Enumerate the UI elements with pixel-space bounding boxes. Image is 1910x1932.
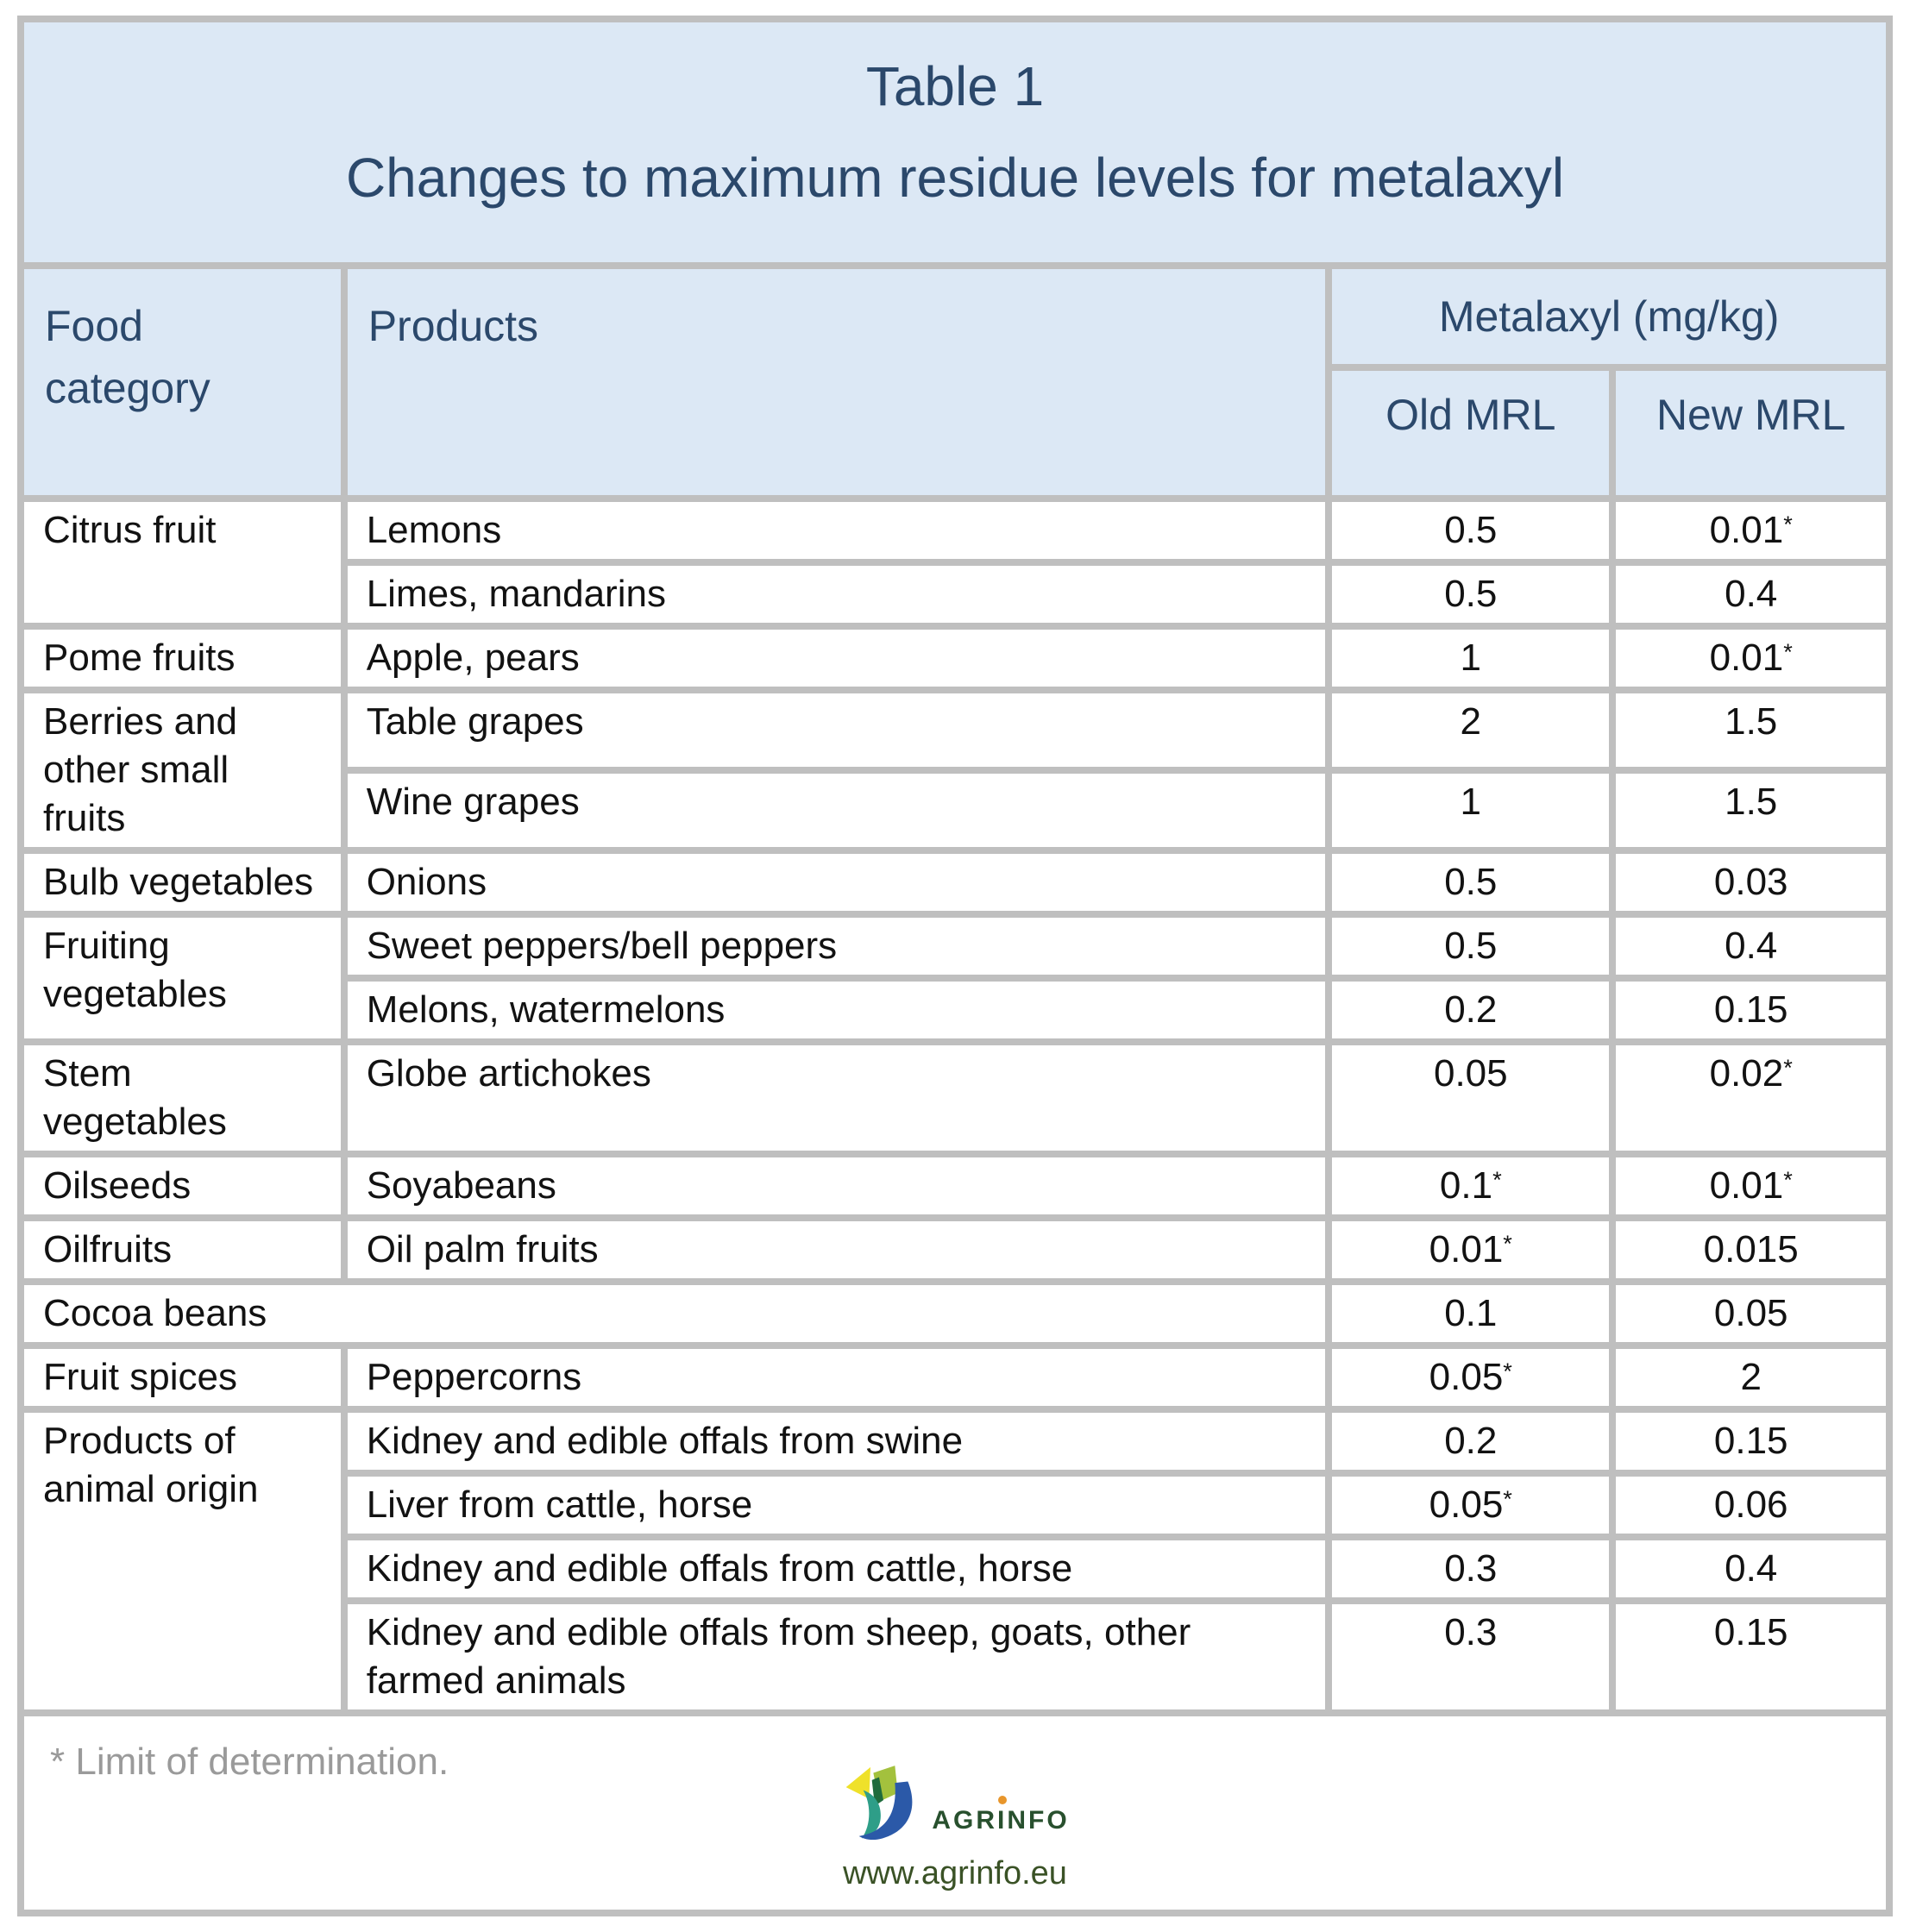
col-header-new-mrl: New MRL (1609, 364, 1893, 502)
old-mrl-value: 0.05* (1325, 1470, 1617, 1540)
agrinfo-logo-row: AGRI NFO (840, 1761, 1069, 1841)
header-row-2: Old MRL New MRL (21, 364, 1893, 502)
table-row: Oilseeds Soyabeans 0.1* 0.01* (17, 1151, 1893, 1221)
table-subtitle: Changes to maximum residue levels for me… (345, 147, 1565, 209)
product-cell: Globe artichokes (340, 1038, 1333, 1157)
table-row: Wine grapes 1 1.5 (21, 767, 1893, 854)
col-header-food-category: Food category (17, 262, 348, 502)
food-category-cell: Oilseeds (17, 1151, 348, 1221)
new-mrl-value: 0.01* (1609, 495, 1893, 566)
table-row: Oilfruits Oil palm fruits 0.01* 0.015 (17, 1214, 1893, 1285)
agrinfo-logo-icon (845, 1766, 913, 1841)
table-row: Limes, mandarins 0.5 0.4 (21, 559, 1893, 630)
food-category-cell: Fruit spices (17, 1342, 348, 1413)
product-cell: Apple, pears (340, 623, 1333, 693)
footer-cell: * Limit of determination. AGRI NFO (17, 1709, 1893, 1916)
footer-row: * Limit of determination. AGRI NFO (17, 1709, 1893, 1916)
old-mrl-value: 0.5 (1325, 847, 1617, 918)
agrinfo-url: www.agrinfo.eu (843, 1855, 1067, 1891)
table-row: Berries and other small fruits Table grap… (17, 687, 1893, 854)
food-category-cell: Pome fruits (17, 623, 348, 693)
old-mrl-value: 0.3 (1325, 1597, 1617, 1716)
old-mrl-value: 0.5 (1325, 559, 1617, 630)
logo-i-dot (997, 1796, 1007, 1804)
col-header-products: Products (340, 262, 1333, 502)
old-mrl-value: 0.1 (1325, 1278, 1617, 1349)
mrl-table: Table 1 Changes to maximum residue level… (16, 16, 1893, 1916)
old-mrl-value: 1 (1325, 623, 1617, 693)
new-mrl-value: 0.4 (1609, 559, 1893, 630)
product-cell: Melons, watermelons (340, 975, 1333, 1045)
new-mrl-value: 0.06 (1609, 1470, 1893, 1540)
new-mrl-value: 0.15 (1609, 1406, 1893, 1477)
food-category-cell: Stem vegetables (17, 1038, 348, 1157)
table-row: Pome fruits Apple, pears 1 0.01* (17, 623, 1893, 693)
new-mrl-value: 0.4 (1609, 911, 1893, 982)
food-category-cell: Citrus fruit (17, 495, 348, 630)
title-row: Table 1 Changes to maximum residue level… (17, 16, 1893, 269)
new-mrl-value: 1.5 (1609, 687, 1893, 774)
old-mrl-value: 0.3 (1325, 1534, 1617, 1604)
old-mrl-value: 0.1* (1325, 1151, 1617, 1221)
product-cell: Wine grapes (340, 767, 1333, 854)
food-category-cell: Products of animal origin (17, 1406, 348, 1716)
food-category-cell: Fruiting vegetables (17, 911, 348, 1045)
agrinfo-logo-text: AGRI NFO (932, 1796, 1069, 1835)
new-mrl-value: 0.03 (1609, 847, 1893, 918)
col-header-old-mrl: Old MRL (1325, 364, 1617, 502)
product-cell: Lemons (340, 495, 1333, 566)
product-cell: Onions (340, 847, 1333, 918)
product-cell: Kidney and edible offals from swine (340, 1406, 1333, 1477)
new-mrl-value: 1.5 (1609, 767, 1893, 854)
product-cell: Kidney and edible offals from sheep, goa… (340, 1597, 1333, 1716)
table-row: Stem vegetables Globe artichokes 0.05 0.02* (17, 1038, 1893, 1157)
product-cell: Kidney and edible offals from cattle, ho… (340, 1534, 1333, 1604)
food-category-cell: Berries and other small fruits (17, 687, 348, 854)
food-category-cell: Bulb vegetables (17, 847, 348, 918)
old-mrl-value: 0.5 (1325, 495, 1617, 566)
new-mrl-value: 2 (1609, 1342, 1893, 1413)
table-row: Melons, watermelons 0.2 0.15 (21, 975, 1893, 1045)
product-cell: Sweet peppers/bell peppers (340, 911, 1333, 982)
product-cell: Limes, mandarins (340, 559, 1333, 630)
new-mrl-value: 0.05 (1609, 1278, 1893, 1349)
product-cell: Peppercorns (340, 1342, 1333, 1413)
old-mrl-value: 0.01* (1325, 1214, 1617, 1285)
old-mrl-value: 0.05 (1325, 1038, 1617, 1157)
new-mrl-value: 0.01* (1609, 1151, 1893, 1221)
table-row: Cocoa beans 0.1 0.05 (16, 1278, 1893, 1349)
old-mrl-value: 0.2 (1325, 1406, 1617, 1477)
table-title: Table 1 (865, 55, 1045, 117)
product-cell: Table grapes (340, 687, 1333, 774)
table-row: Fruiting vegetables Sweet peppers/bell pe… (17, 911, 1893, 1045)
old-mrl-value: 2 (1325, 687, 1617, 774)
product-cell: Oil palm fruits (340, 1214, 1333, 1285)
food-category-cell: Cocoa beans (16, 1278, 1333, 1349)
table-row: Kidney and edible offals from cattle, ho… (21, 1534, 1893, 1604)
old-mrl-value: 1 (1325, 767, 1617, 854)
new-mrl-value: 0.02* (1609, 1038, 1893, 1157)
table-row: Fruit spices Peppercorns 0.05* 2 (17, 1342, 1893, 1413)
old-mrl-value: 0.5 (1325, 911, 1617, 982)
table-row: Kidney and edible offals from sheep, goa… (21, 1597, 1893, 1716)
new-mrl-value: 0.01* (1609, 623, 1893, 693)
new-mrl-value: 0.15 (1609, 975, 1893, 1045)
col-header-metalaxyl: Metalaxyl (mg/kg) (1325, 262, 1893, 371)
title-banner: Table 1 Changes to maximum residue level… (17, 16, 1893, 269)
old-mrl-value: 0.2 (1325, 975, 1617, 1045)
table-body: Citrus fruit Lemons 0.5 0.01* Limes, mandari… (16, 495, 1893, 1716)
old-mrl-value: 0.05* (1325, 1342, 1617, 1413)
new-mrl-value: 0.015 (1609, 1214, 1893, 1285)
new-mrl-value: 0.4 (1609, 1534, 1893, 1604)
table-row: Bulb vegetables Onions 0.5 0.03 (17, 847, 1893, 918)
table-row: Products of animal origin Kidney and edib… (17, 1406, 1893, 1716)
food-category-cell: Oilfruits (17, 1214, 348, 1285)
product-cell: Soyabeans (340, 1151, 1333, 1221)
product-cell: Liver from cattle, horse (340, 1470, 1333, 1540)
table-row: Citrus fruit Lemons 0.5 0.01* (17, 495, 1893, 630)
header-row-1: Food category Products Metalaxyl (mg/kg) (17, 262, 1893, 502)
table-row: Liver from cattle, horse 0.05* 0.06 (21, 1470, 1893, 1540)
new-mrl-value: 0.15 (1609, 1597, 1893, 1716)
